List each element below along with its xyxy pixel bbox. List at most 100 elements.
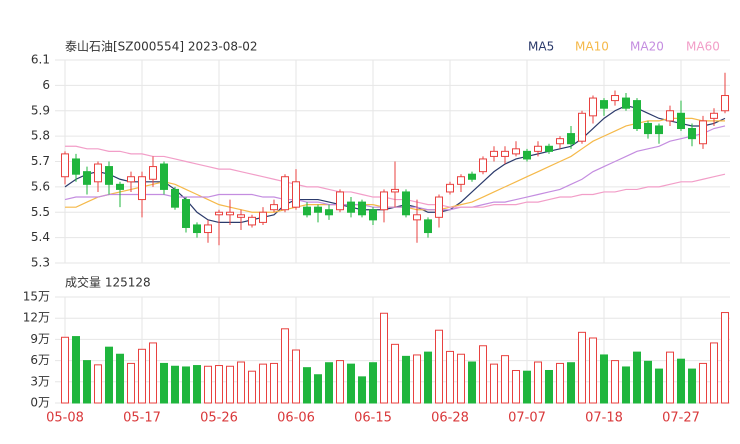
candle-body bbox=[325, 209, 333, 216]
candle-body bbox=[314, 206, 322, 213]
candle-body bbox=[545, 145, 553, 152]
candle-body bbox=[556, 138, 564, 145]
volume-bar bbox=[534, 361, 542, 404]
candle-body bbox=[600, 100, 608, 109]
volume-bar bbox=[611, 360, 619, 404]
x-tick-label: 06-06 bbox=[277, 411, 315, 426]
volume-bar bbox=[556, 362, 564, 404]
y-tick-label: 5.9 bbox=[31, 103, 50, 117]
volume-bar bbox=[138, 348, 146, 404]
volume-bar bbox=[457, 353, 465, 404]
candle-body bbox=[611, 95, 619, 102]
volume-bar bbox=[512, 369, 520, 404]
candle-body bbox=[424, 219, 432, 234]
volume-bar bbox=[149, 342, 157, 404]
volume-bar bbox=[248, 370, 256, 404]
candle-body bbox=[171, 188, 179, 208]
x-tick-label: 05-17 bbox=[123, 411, 161, 426]
candle-body bbox=[457, 176, 465, 185]
x-tick-label: 07-27 bbox=[662, 411, 700, 426]
volume-bar bbox=[633, 351, 641, 404]
volume-bar bbox=[226, 365, 234, 404]
candle-body bbox=[710, 112, 718, 119]
candle-body bbox=[578, 112, 586, 142]
volume-bar bbox=[622, 366, 630, 404]
volume-bar bbox=[501, 355, 509, 404]
volume-bar bbox=[182, 366, 190, 404]
candle-body bbox=[446, 183, 454, 193]
y-tick-label: 15万 bbox=[23, 290, 50, 304]
candle-body bbox=[347, 201, 355, 213]
candle-body bbox=[358, 201, 366, 216]
volume-bar bbox=[292, 349, 300, 404]
candle-body bbox=[281, 176, 289, 211]
candle-body bbox=[644, 122, 652, 135]
volume-bar bbox=[523, 370, 531, 404]
candle-body bbox=[369, 209, 377, 221]
candle-body bbox=[622, 97, 630, 109]
candle-body bbox=[61, 153, 69, 178]
y-tick-label: 0万 bbox=[30, 396, 50, 410]
y-tick-label: 6万 bbox=[30, 353, 50, 367]
x-tick-label: 05-26 bbox=[200, 411, 238, 426]
legend-entry: MA60 bbox=[686, 40, 720, 54]
volume-bar bbox=[391, 343, 399, 404]
candle-body bbox=[688, 128, 696, 140]
candle-body bbox=[490, 150, 498, 157]
candle-body bbox=[215, 211, 223, 216]
volume-bar bbox=[347, 363, 355, 404]
candle-body bbox=[655, 125, 663, 135]
volume-bar bbox=[171, 365, 179, 404]
x-tick-label: 06-15 bbox=[354, 411, 392, 426]
volume-bar bbox=[72, 336, 80, 404]
chart-title: 泰山石油[SZ000554] 2023-08-02 bbox=[65, 40, 258, 54]
y-tick-label: 12万 bbox=[23, 311, 50, 325]
volume-bar bbox=[413, 354, 421, 404]
candle-body bbox=[127, 176, 135, 183]
volume-bar bbox=[600, 354, 608, 404]
candle-body bbox=[193, 224, 201, 234]
volume-bar bbox=[402, 355, 410, 404]
candle-body bbox=[534, 145, 542, 152]
candle-body bbox=[138, 176, 146, 201]
volume-bar bbox=[127, 362, 135, 404]
candle-body bbox=[303, 206, 311, 216]
y-tick-label: 6 bbox=[42, 78, 50, 92]
volume-bar bbox=[237, 361, 245, 404]
y-tick-label: 5.8 bbox=[31, 129, 50, 143]
volume-bar bbox=[116, 353, 124, 404]
candle-body bbox=[94, 163, 102, 183]
volume-bar bbox=[644, 360, 652, 404]
candle-body bbox=[479, 158, 487, 173]
candle-body bbox=[435, 196, 443, 218]
candle-body bbox=[380, 191, 388, 211]
volume-bar bbox=[589, 337, 597, 404]
volume-bar bbox=[325, 362, 333, 404]
volume-bar bbox=[281, 328, 289, 404]
candle-body bbox=[204, 224, 212, 234]
volume-title: 成交量 125128 bbox=[65, 275, 151, 290]
volume-bar bbox=[105, 346, 113, 404]
volume-bar bbox=[567, 362, 575, 404]
candle-body bbox=[160, 163, 168, 190]
candle-body bbox=[402, 191, 410, 216]
x-tick-label: 06-28 bbox=[431, 411, 469, 426]
volume-bar bbox=[655, 368, 663, 404]
candle-body bbox=[182, 199, 190, 228]
volume-bar bbox=[490, 363, 498, 404]
volume-bar bbox=[358, 376, 366, 404]
legend-entry: MA20 bbox=[630, 40, 664, 54]
volume-bar bbox=[545, 369, 553, 404]
volume-bar bbox=[215, 365, 223, 404]
y-tick-label: 3万 bbox=[30, 374, 50, 388]
candle-body bbox=[523, 150, 531, 160]
candle-body bbox=[468, 173, 476, 180]
y-tick-label: 5.7 bbox=[31, 154, 50, 168]
volume-bar bbox=[314, 374, 322, 404]
volume-bar bbox=[677, 358, 685, 404]
candle-body bbox=[589, 97, 597, 117]
candle-body bbox=[512, 148, 520, 155]
volume-bar bbox=[83, 360, 91, 404]
volume-bar bbox=[369, 362, 377, 404]
